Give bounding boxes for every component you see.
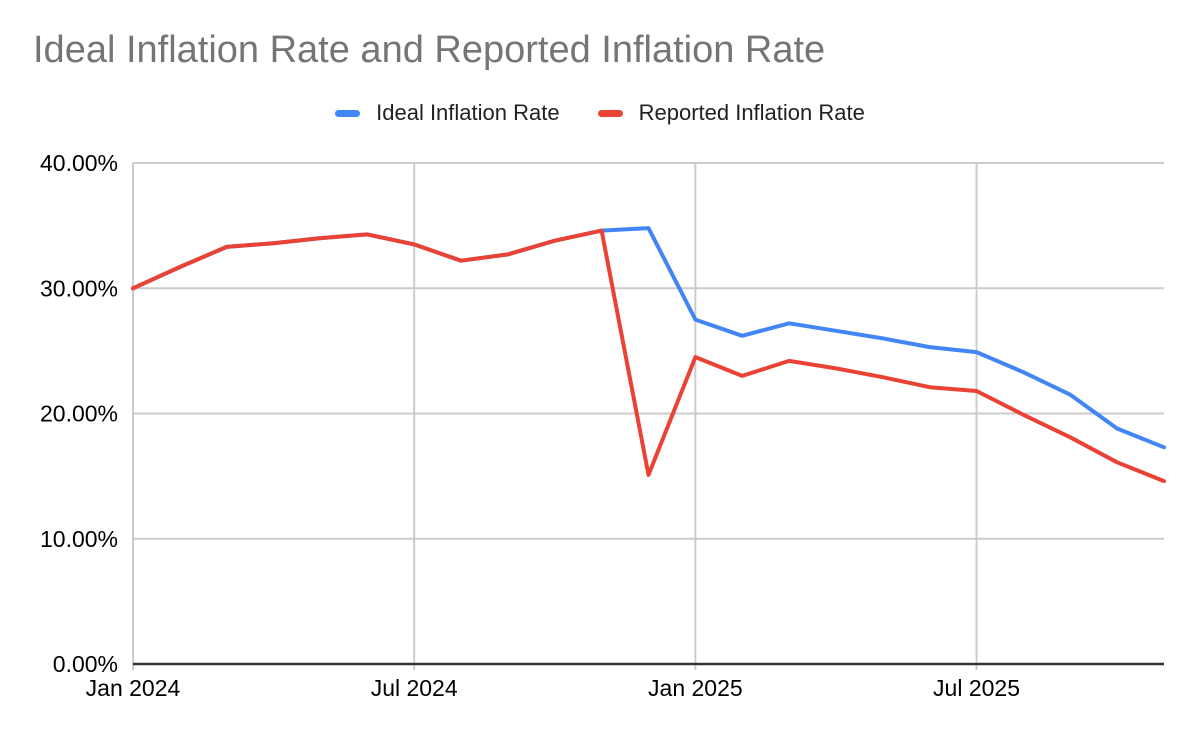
legend-label-reported: Reported Inflation Rate [638,100,865,125]
legend-swatch-reported-icon [597,109,623,117]
y-tick-label: 20.00% [40,401,118,427]
x-tick-label: Jan 2024 [86,675,181,701]
x-tick-label: Jan 2025 [648,675,743,701]
legend-swatch-ideal-icon [335,109,361,117]
chart-legend: Ideal Inflation Rate Reported Inflation … [0,100,1200,126]
legend-item-ideal: Ideal Inflation Rate [335,100,560,126]
y-tick-label: 10.00% [40,526,118,552]
legend-item-reported: Reported Inflation Rate [597,100,865,126]
y-tick-label: 30.00% [40,275,118,301]
x-tick-label: Jul 2024 [371,675,458,701]
y-tick-label: 40.00% [40,150,118,176]
legend-label-ideal: Ideal Inflation Rate [376,100,560,125]
chart-title: Ideal Inflation Rate and Reported Inflat… [33,29,826,71]
x-tick-label: Jul 2025 [933,675,1020,701]
series-line-reported-inflation-rate [131,228,1166,484]
y-tick-label: 0.00% [53,651,118,677]
